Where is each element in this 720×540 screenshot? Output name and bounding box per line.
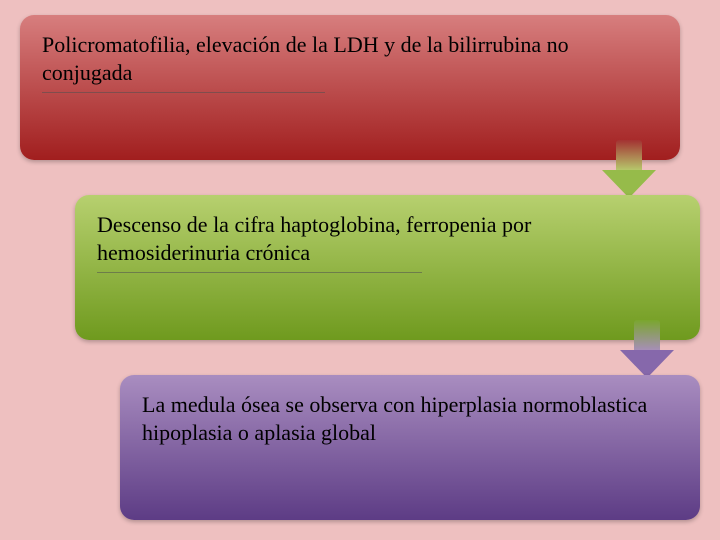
arrow-down-1 (602, 140, 656, 200)
block-3-text: La medula ósea se observa con hiperplasi… (142, 391, 678, 446)
process-block-3: La medula ósea se observa con hiperplasi… (120, 375, 700, 520)
arrow-down-2-head (620, 350, 674, 378)
arrow-down-2 (620, 320, 674, 380)
block-2-text: Descenso de la cifra haptoglobina, ferro… (97, 211, 678, 266)
arrow-down-2-stem (634, 320, 660, 352)
block-2-underline (97, 272, 422, 273)
block-1-underline (42, 92, 325, 93)
process-block-1: Policromatofilia, elevación de la LDH y … (20, 15, 680, 160)
process-block-2: Descenso de la cifra haptoglobina, ferro… (75, 195, 700, 340)
arrow-down-1-stem (616, 140, 642, 172)
block-1-text: Policromatofilia, elevación de la LDH y … (42, 31, 658, 86)
arrow-down-1-head (602, 170, 656, 198)
